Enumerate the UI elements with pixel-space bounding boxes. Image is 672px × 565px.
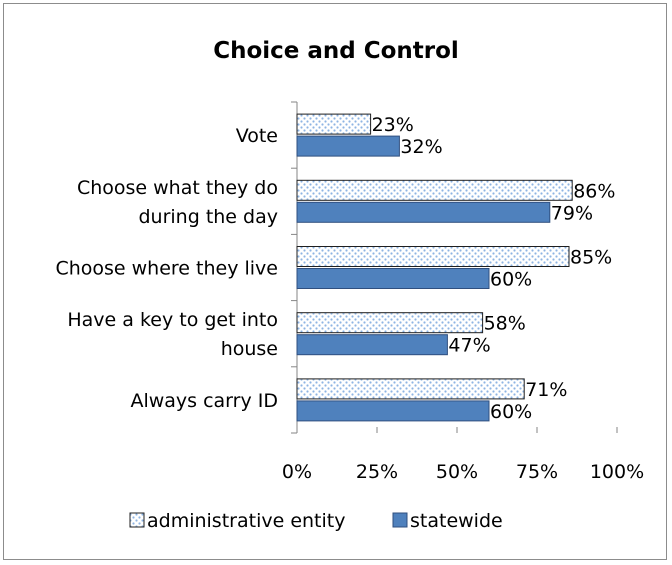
category-label: during the day [138, 206, 278, 228]
chart-title: Choice and Control [213, 38, 459, 64]
category-label: Choose what they do [77, 177, 278, 199]
category-label: house [221, 338, 278, 360]
data-label: 71% [525, 379, 567, 401]
data-label: 58% [484, 313, 526, 335]
data-label: 60% [490, 269, 532, 291]
legend-swatch-administrative-entity [129, 512, 145, 528]
data-label: 86% [573, 180, 615, 202]
bar-administrative-entity [296, 246, 570, 267]
category-label: Always carry ID [130, 390, 278, 412]
x-tick-label: 0% [282, 461, 312, 483]
category-label: Have a key to get into [67, 309, 278, 331]
bar-administrative-entity [296, 113, 372, 135]
bar-statewide [296, 135, 400, 157]
category-label: Vote [236, 125, 278, 147]
plot-area: 0% 25% 50% 75% 100% 23%32% Vote 86%79% Choose wh… [55, 101, 644, 483]
x-tick-label: 50% [436, 461, 478, 483]
bar-statewide [296, 268, 490, 289]
legend-swatch-statewide [392, 512, 408, 528]
bar-statewide [296, 334, 448, 356]
bar-statewide [296, 400, 490, 422]
x-tick-label: 75% [516, 461, 558, 483]
data-label: 32% [400, 136, 442, 158]
x-tick-label: 100% [590, 461, 644, 483]
data-label: 85% [570, 247, 612, 269]
legend-label: administrative entity [147, 510, 345, 532]
x-tick-label: 25% [356, 461, 398, 483]
bar-administrative-entity [296, 312, 484, 334]
data-label: 79% [551, 202, 593, 224]
bar-statewide [296, 201, 551, 223]
data-label: 47% [448, 335, 490, 357]
legend: administrative entity statewide [129, 510, 503, 532]
category-label: Choose where they live [55, 258, 278, 280]
bar-administrative-entity [296, 378, 525, 400]
legend-label: statewide [410, 510, 503, 532]
bar-administrative-entity [296, 179, 573, 201]
data-label: 23% [372, 114, 414, 136]
data-label: 60% [490, 401, 532, 423]
